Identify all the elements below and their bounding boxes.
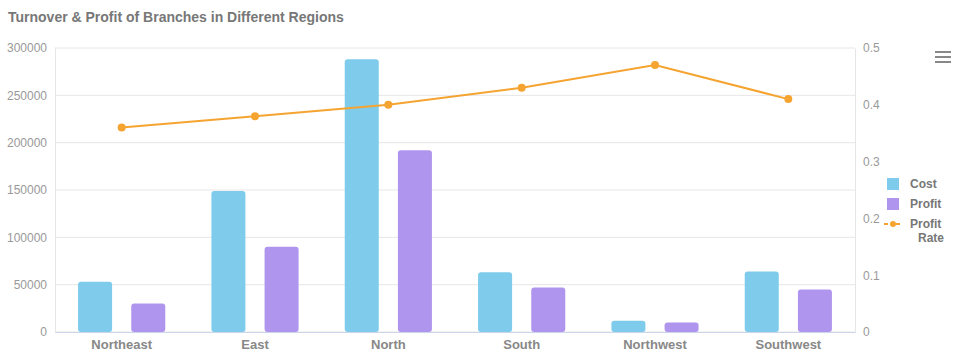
legend-marker bbox=[890, 221, 896, 227]
grid-line bbox=[55, 190, 855, 191]
grid-line bbox=[55, 237, 855, 238]
marker-group bbox=[118, 61, 793, 131]
x-tick-label: South bbox=[503, 337, 540, 352]
bar[interactable] bbox=[478, 272, 512, 332]
x-axis: Northeast East North South Northwest Southwes… bbox=[56, 332, 856, 352]
marker[interactable] bbox=[518, 84, 526, 92]
y-axis: 0 50000 100000 150000 200000 250000 300000 bbox=[7, 41, 56, 339]
menu-icon[interactable] bbox=[935, 51, 951, 63]
y2-tick-label: 0.1 bbox=[863, 269, 880, 283]
legend: Cost Profit ProfitRate bbox=[884, 177, 944, 245]
x-tick-label: Northeast bbox=[91, 337, 152, 352]
y-axis-line bbox=[55, 49, 56, 333]
y-tick: 0 bbox=[40, 325, 55, 339]
y-tick: 50000 bbox=[14, 278, 55, 292]
y2-tick-label: 0.2 bbox=[863, 212, 880, 226]
legend-label[interactable]: Profit bbox=[910, 197, 941, 211]
grid-line bbox=[55, 332, 855, 333]
grid-line bbox=[55, 142, 855, 143]
legend-item[interactable]: Cost bbox=[887, 177, 937, 191]
x-tick-label: East bbox=[241, 337, 269, 352]
x-tick: South bbox=[503, 332, 540, 352]
y-tick-label: 50000 bbox=[14, 278, 48, 292]
menu-icon-bar[interactable] bbox=[935, 61, 951, 63]
x-axis-line bbox=[56, 332, 856, 333]
y-tick-label: 250000 bbox=[7, 89, 47, 103]
y2-tick-label: 0.3 bbox=[863, 155, 880, 169]
grid-line bbox=[55, 284, 855, 285]
y2-tick: 0 bbox=[855, 325, 870, 339]
y-tick-label: 100000 bbox=[7, 231, 47, 245]
bar[interactable] bbox=[531, 288, 565, 332]
y2-tick: 0.2 bbox=[855, 212, 880, 226]
line bbox=[122, 65, 789, 127]
y2-tick-label: 0.4 bbox=[863, 98, 880, 112]
y2-tick: 0.3 bbox=[855, 155, 880, 169]
title: Turnover & Profit of Branches in Differe… bbox=[8, 9, 344, 25]
marker[interactable] bbox=[784, 95, 792, 103]
bar[interactable] bbox=[798, 289, 832, 332]
y-tick-label: 0 bbox=[40, 325, 47, 339]
y2-axis: 0 0.1 0.2 0.3 0.4 0.5 bbox=[855, 41, 880, 339]
y2-tick-label: 0 bbox=[863, 325, 870, 339]
grid bbox=[55, 48, 855, 332]
legend-label[interactable]: ProfitRate bbox=[910, 217, 944, 245]
bar[interactable] bbox=[131, 304, 165, 332]
y2-tick-label: 0.5 bbox=[863, 41, 880, 55]
legend-item[interactable]: ProfitRate bbox=[884, 217, 944, 245]
bar[interactable] bbox=[345, 59, 379, 332]
y-tick-label: 300000 bbox=[7, 41, 47, 55]
legend-label[interactable]: Cost bbox=[910, 177, 937, 191]
y2-tick: 0.1 bbox=[855, 269, 880, 283]
x-tick-label: North bbox=[371, 337, 406, 352]
y2-tick: 0.4 bbox=[855, 98, 880, 112]
y-tick: 100000 bbox=[7, 231, 55, 245]
bar-series bbox=[131, 150, 832, 332]
x-tick: Southwest bbox=[755, 332, 821, 352]
x-tick: East bbox=[241, 332, 269, 352]
legend-symbol bbox=[887, 198, 899, 210]
legend-item[interactable]: Profit bbox=[887, 197, 941, 211]
bar[interactable] bbox=[611, 321, 645, 332]
y-tick: 250000 bbox=[7, 89, 55, 103]
bar[interactable] bbox=[78, 282, 112, 332]
menu-icon-bar[interactable] bbox=[935, 51, 951, 53]
x-tick: Northwest bbox=[623, 332, 687, 352]
marker[interactable] bbox=[251, 112, 259, 120]
menu-icon-bar[interactable] bbox=[935, 56, 951, 58]
marks bbox=[78, 59, 832, 332]
x-tick-label: Northwest bbox=[623, 337, 687, 352]
bar[interactable] bbox=[211, 191, 245, 332]
legend-symbol bbox=[887, 178, 899, 190]
y2-tick: 0.5 bbox=[855, 41, 880, 55]
x-tick: Northeast bbox=[91, 332, 152, 352]
chart: Turnover & Profit of Branches in Differe… bbox=[0, 0, 954, 364]
bar[interactable] bbox=[665, 323, 699, 332]
y-tick: 300000 bbox=[7, 41, 55, 55]
y2-axis-line bbox=[855, 49, 856, 333]
y-tick: 200000 bbox=[7, 136, 55, 150]
bar[interactable] bbox=[398, 150, 432, 332]
bar[interactable] bbox=[745, 271, 779, 332]
bar[interactable] bbox=[265, 247, 299, 332]
y-tick-label: 150000 bbox=[7, 183, 47, 197]
x-tick: North bbox=[371, 332, 406, 352]
grid-line bbox=[55, 48, 855, 49]
y-tick-label: 200000 bbox=[7, 136, 47, 150]
x-tick-label: Southwest bbox=[755, 337, 821, 352]
marker[interactable] bbox=[384, 101, 392, 109]
y-tick: 150000 bbox=[7, 183, 55, 197]
marker[interactable] bbox=[118, 124, 126, 132]
marker[interactable] bbox=[651, 61, 659, 69]
